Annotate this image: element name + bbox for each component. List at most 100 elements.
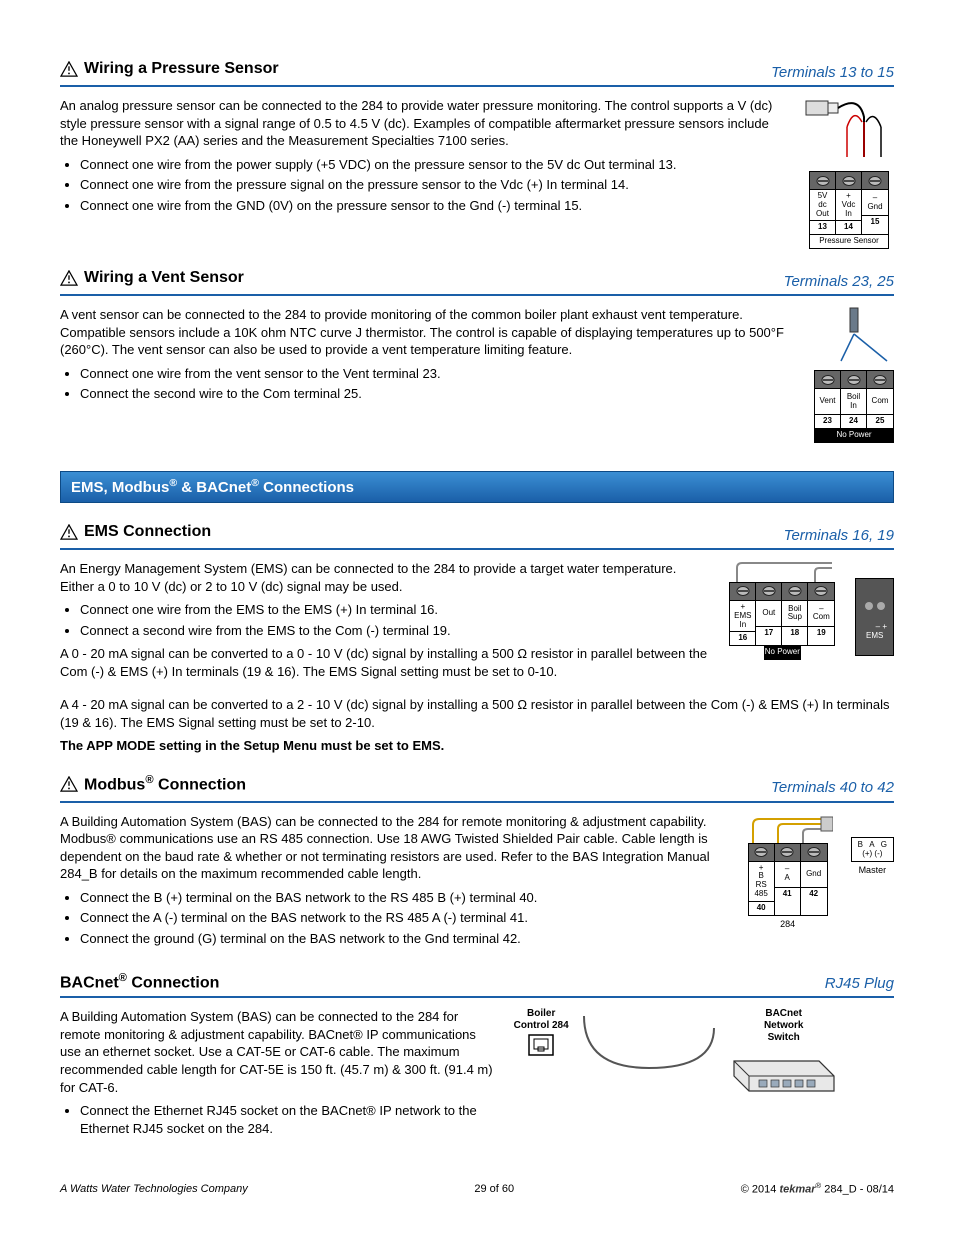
terminal-screw-icon — [782, 583, 807, 601]
terminals-label: Terminals 16, 19 — [784, 526, 894, 546]
terminal-number: 24 — [841, 415, 866, 428]
pressure-bullets: Connect one wire from the power supply (… — [80, 156, 784, 215]
network-switch-icon — [729, 1046, 839, 1096]
modbus-content: A Building Automation System (BAS) can b… — [60, 813, 894, 954]
vent-sensor-icon — [814, 306, 894, 366]
terminal-label: –Com — [808, 601, 834, 627]
modbus-bullets: Connect the B (+) terminal on the BAS ne… — [80, 889, 723, 948]
terminal-caption: 284 — [780, 918, 795, 930]
terminal-cell: Out17 — [756, 583, 782, 645]
terminals-label: Terminals 13 to 15 — [771, 63, 894, 83]
terminal-number: 41 — [775, 888, 800, 901]
terminal-cell: +VdcIn14 — [836, 172, 862, 234]
vent-bullets: Connect one wire from the vent sensor to… — [80, 365, 794, 403]
list-item: Connect one wire from the power supply (… — [80, 156, 784, 174]
footer-page: 29 of 60 — [474, 1182, 514, 1197]
ethernet-cable-icon — [579, 1008, 719, 1078]
terminal-number: 18 — [782, 627, 807, 640]
terminal-number: 15 — [862, 216, 888, 229]
terminal-number: 17 — [756, 627, 781, 640]
ems-content-row: An Energy Management System (EMS) can be… — [60, 560, 894, 686]
ems-box-label: – + EMS — [866, 622, 887, 641]
terminal-screw-icon — [730, 583, 755, 601]
bacnet-switch: BACnet Network Switch — [729, 1008, 839, 1101]
vent-text: A vent sensor can be connected to the 28… — [60, 306, 794, 409]
pressure-content: An analog pressure sensor can be connect… — [60, 97, 894, 249]
section-heading-vent: Wiring a Vent Sensor Terminals 23, 25 — [60, 267, 894, 296]
terminal-screw-icon — [815, 371, 840, 389]
rj45-socket-icon — [528, 1034, 554, 1056]
section-heading-bacnet: BACnet® Connection RJ45 Plug — [60, 971, 894, 998]
warning-icon — [60, 270, 78, 286]
modbus-text: A Building Automation System (BAS) can b… — [60, 813, 723, 954]
terminal-screw-icon — [801, 844, 827, 862]
terminal-cell: Vent23 — [815, 371, 841, 428]
list-item: Connect one wire from the pressure signa… — [80, 176, 784, 194]
terminal-label: Vent — [815, 389, 840, 415]
terminal-caption: No Power — [764, 646, 801, 660]
section-heading-modbus: Modbus® Connection Terminals 40 to 42 — [60, 773, 894, 803]
terminal-cell: –Gnd15 — [862, 172, 888, 234]
ems-bullets: Connect one wire from the EMS to the EMS… — [80, 601, 707, 639]
terminal-number: 16 — [730, 632, 755, 645]
terminal-cell: 5VdcOut13 — [810, 172, 836, 234]
bacnet-boiler-control: Boiler Control 284 — [514, 1008, 569, 1061]
tekmar-logo: tekmar — [779, 1184, 815, 1196]
page-footer: A Watts Water Technologies Company 29 of… — [60, 1173, 894, 1198]
bacnet-intro: A Building Automation System (BAS) can b… — [60, 1008, 494, 1096]
terminal-cell: +EMSIn16 — [730, 583, 756, 645]
terminal-number: 23 — [815, 415, 840, 428]
modbus-intro: A Building Automation System (BAS) can b… — [60, 813, 723, 883]
terminal-number: 40 — [749, 902, 774, 915]
switch-label: BACnet Network Switch — [729, 1008, 839, 1044]
terminal-screw-icon — [749, 844, 774, 862]
warning-icon — [60, 61, 78, 77]
terminal-label: –A — [775, 862, 800, 888]
vent-content: A vent sensor can be connected to the 28… — [60, 306, 894, 443]
boiler-label: Boiler Control 284 — [514, 1008, 569, 1032]
warning-icon — [60, 524, 78, 540]
list-item: Connect one wire from the EMS to the EMS… — [80, 601, 707, 619]
terminal-caption: Pressure Sensor — [809, 235, 889, 249]
list-item: Connect a second wire from the EMS to th… — [80, 622, 707, 640]
ems-text: An Energy Management System (EMS) can be… — [60, 560, 707, 686]
ems-intro: An Energy Management System (EMS) can be… — [60, 560, 707, 595]
pressure-sensor-icon — [804, 97, 894, 167]
list-item: Connect the A (-) terminal on the BAS ne… — [80, 909, 723, 927]
terminal-cell: BoilIn24 — [841, 371, 867, 428]
ems-app-mode: The APP MODE setting in the Setup Menu m… — [60, 737, 894, 755]
terminal-screw-icon — [756, 583, 781, 601]
terminal-label: BoilSup — [782, 601, 807, 627]
modbus-terminal-284: +BRS 48540–A41Gnd42 284 — [743, 813, 833, 930]
terminal-screw-icon — [867, 371, 893, 389]
terminals-label: RJ45 Plug — [825, 974, 894, 994]
heading-text: Modbus® Connection — [84, 773, 246, 796]
terminal-number: 19 — [808, 627, 834, 640]
terminal-label: 5VdcOut — [810, 190, 835, 221]
ems-diagram: +EMSIn16Out17BoilSup18–Com19 No Power – … — [727, 560, 894, 660]
heading-title: BACnet® Connection — [60, 971, 219, 994]
terminal-screw-icon — [810, 172, 835, 190]
list-item: Connect one wire from the GND (0V) on th… — [80, 197, 784, 215]
ems-terminal-block: +EMSIn16Out17BoilSup18–Com19 No Power — [727, 560, 837, 660]
vent-diagram: Vent23BoilIn24Com25 No Power — [814, 306, 894, 443]
terminal-cell: Gnd42 — [801, 844, 827, 915]
terminals-label: Terminals 40 to 42 — [771, 778, 894, 798]
terminal-label: Out — [756, 601, 781, 627]
footer-right: © 2014 tekmar® 284_D - 08/14 — [741, 1181, 894, 1198]
warning-icon — [60, 776, 78, 792]
terminal-number: 13 — [810, 221, 835, 234]
ems-para2: A 0 - 20 mA signal can be converted to a… — [60, 645, 707, 680]
terminal-screw-icon — [862, 172, 888, 190]
terminal-label: –Gnd — [862, 190, 888, 216]
pressure-text: An analog pressure sensor can be connect… — [60, 97, 784, 220]
terminal-label: BoilIn — [841, 389, 866, 415]
list-item: Connect one wire from the vent sensor to… — [80, 365, 794, 383]
master-labels: B A G (+) (-) — [851, 837, 894, 862]
terminals-label: Terminals 23, 25 — [784, 272, 894, 292]
heading-title: Wiring a Pressure Sensor — [60, 58, 279, 80]
terminal-cell: BoilSup18 — [782, 583, 808, 645]
terminal-cell: Com25 — [867, 371, 893, 428]
list-item: Connect the B (+) terminal on the BAS ne… — [80, 889, 723, 907]
ems-box: – + EMS — [855, 578, 894, 656]
